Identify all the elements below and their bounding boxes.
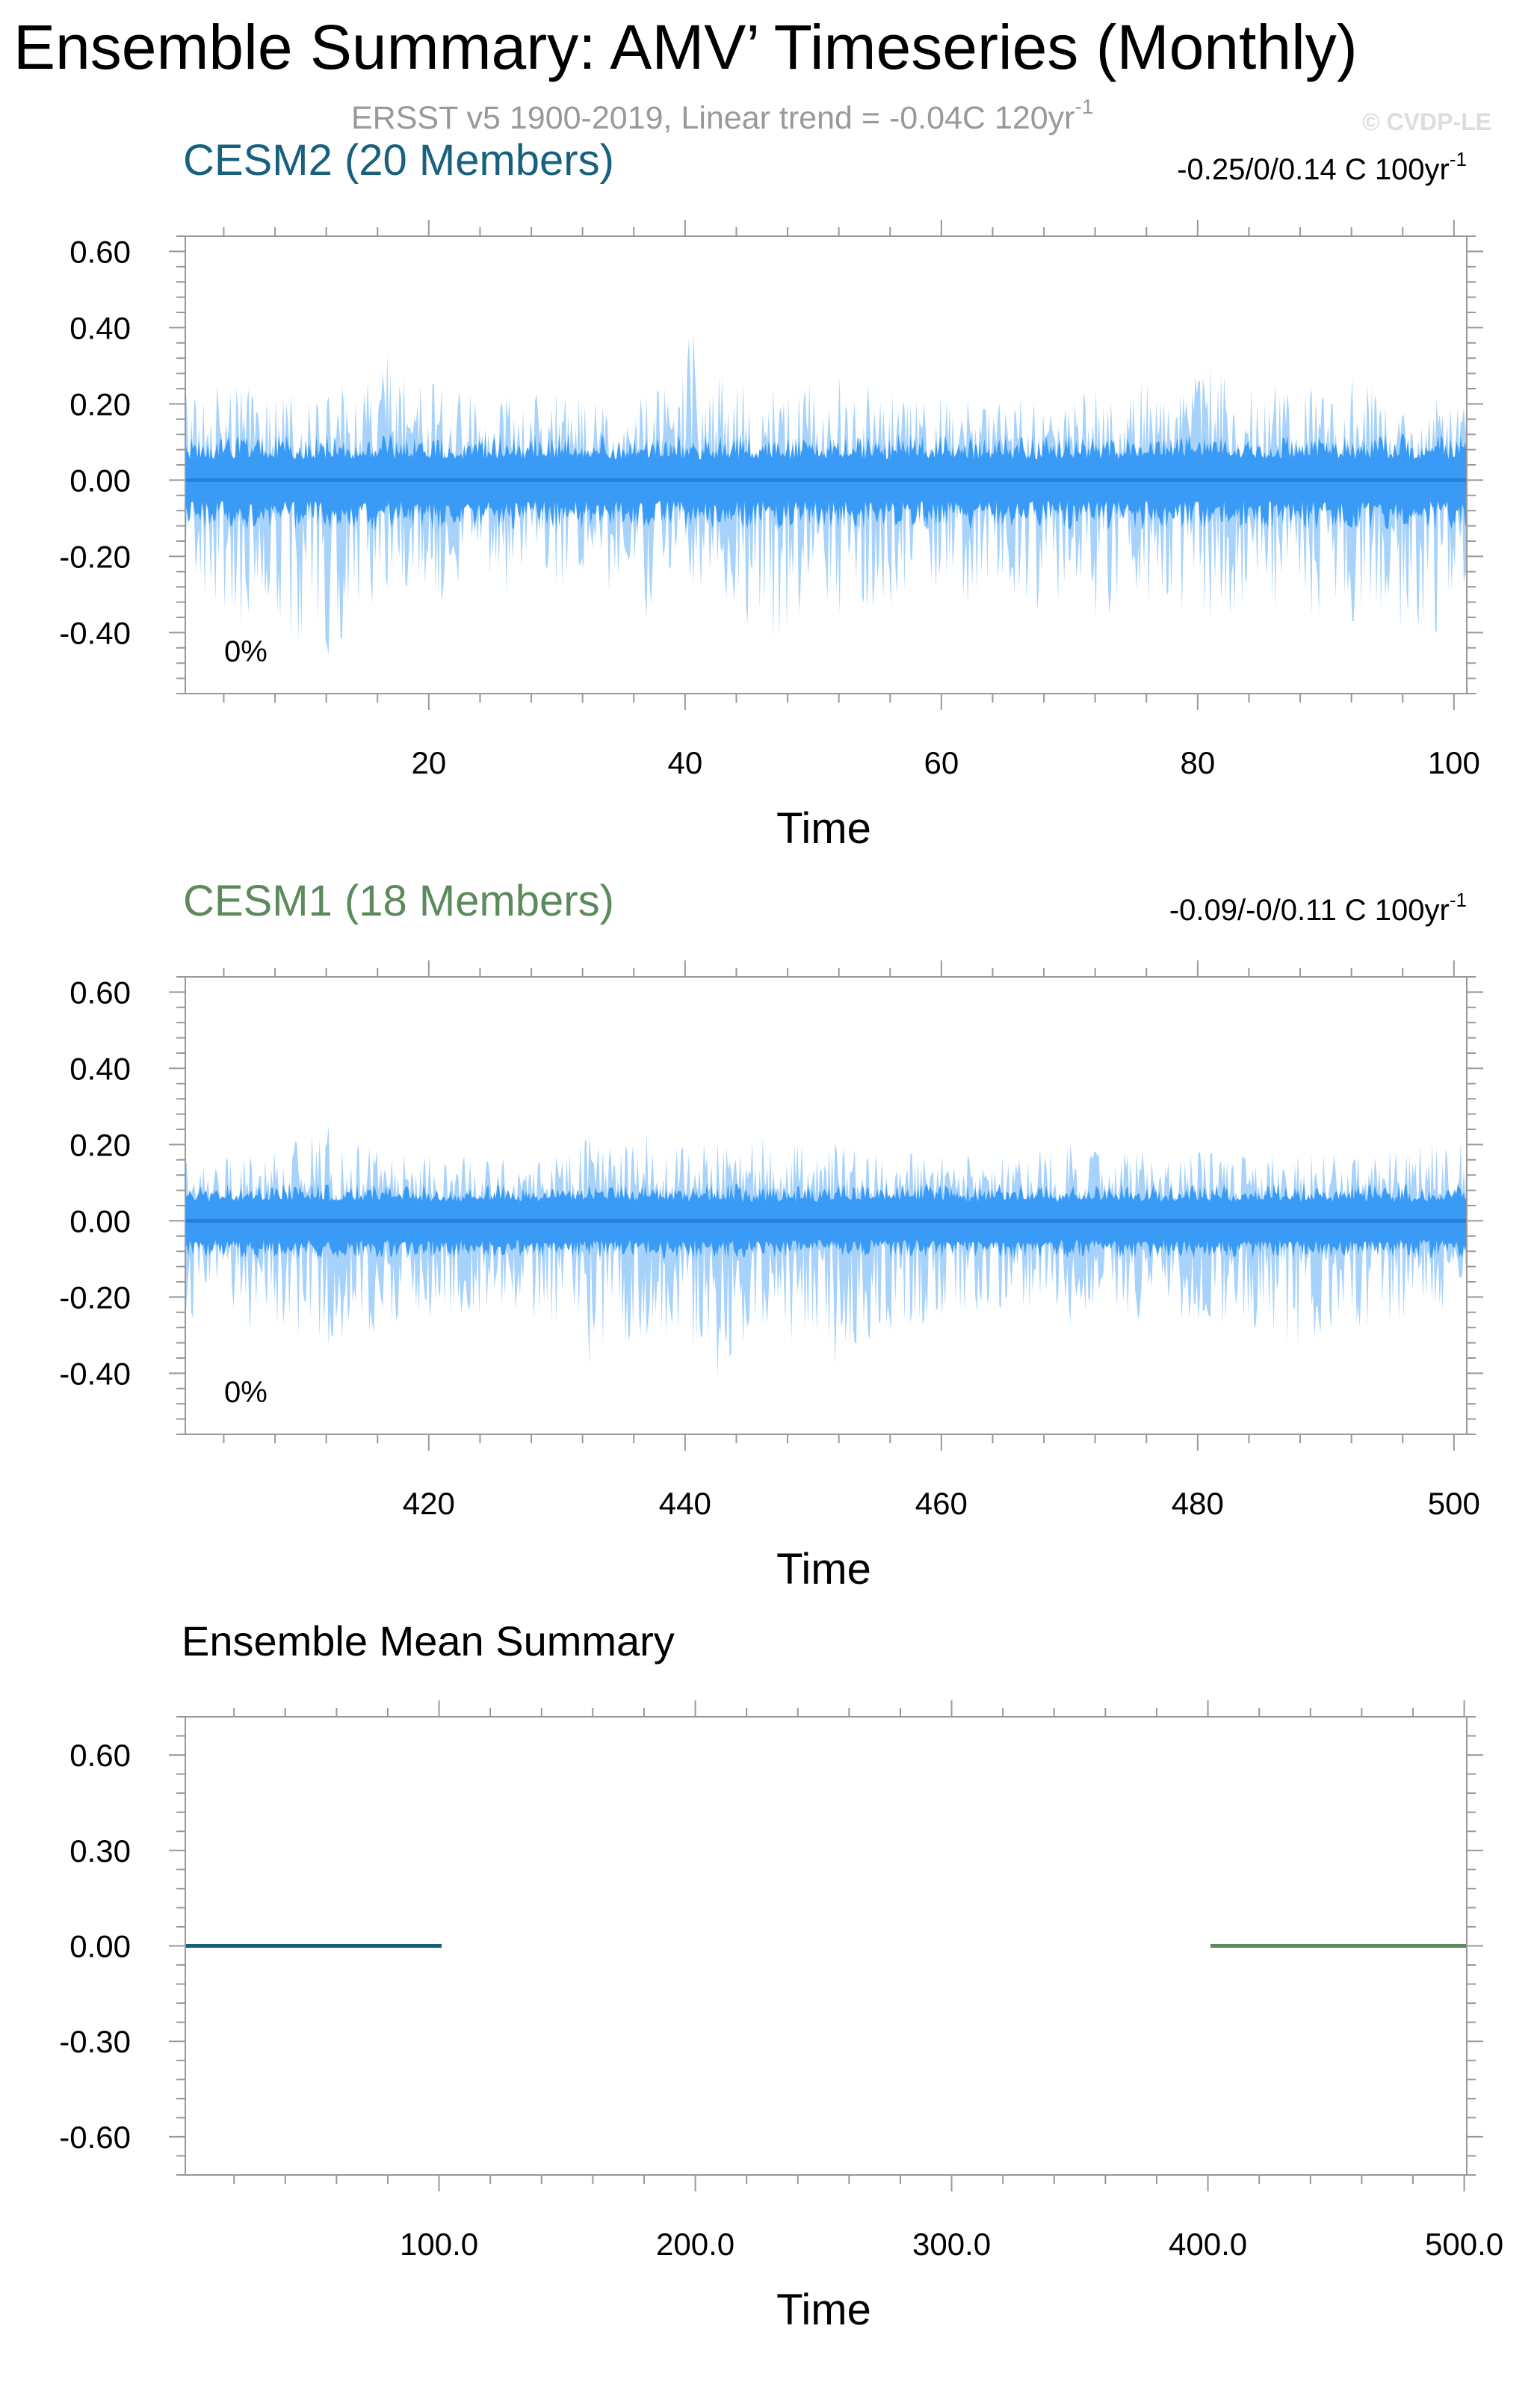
x-axis-label: Time xyxy=(776,2286,871,2334)
x-tick-label: 420 xyxy=(403,1486,455,1521)
x-tick-label: 40 xyxy=(667,745,702,780)
series-inner-band xyxy=(185,433,1467,531)
y-tick-label: -0.40 xyxy=(59,615,131,650)
plot-area xyxy=(185,331,1467,655)
y-tick-label: -0.30 xyxy=(59,2024,131,2059)
y-tick-label: 0.00 xyxy=(69,1203,131,1238)
panel-title: CESM2 (20 Members) xyxy=(183,136,614,185)
x-tick-label: 500 xyxy=(1428,1486,1480,1521)
percent-label: 0% xyxy=(224,635,268,668)
y-tick-label: 0.00 xyxy=(69,463,131,498)
x-tick-label: 440 xyxy=(659,1486,711,1521)
y-tick-label: 0.40 xyxy=(69,1051,131,1086)
x-axis-label: Time xyxy=(776,804,871,853)
x-tick-label: 480 xyxy=(1172,1486,1224,1521)
x-tick-label: 300.0 xyxy=(912,2227,991,2262)
y-tick-label: -0.40 xyxy=(59,1356,131,1391)
y-tick-label: -0.60 xyxy=(59,2120,131,2155)
trend-label: -0.25/0/0.14 C 100yr-1 xyxy=(1177,148,1467,186)
y-tick-label: 0.00 xyxy=(69,1929,131,1964)
y-tick-label: -0.20 xyxy=(59,539,131,574)
x-tick-label: 200.0 xyxy=(656,2227,735,2262)
x-tick-label: 80 xyxy=(1180,745,1215,780)
x-axis-label: Time xyxy=(776,1545,871,1593)
chart-panel-2: CESM1 (18 Members) -0.09/-0/0.11 C 100yr-… xyxy=(59,877,1483,1593)
y-tick-label: 0.40 xyxy=(69,310,131,345)
x-tick-label: 500.0 xyxy=(1425,2227,1503,2262)
chart-panel-1: CESM2 (20 Members) -0.25/0/0.14 C 100yr-1… xyxy=(59,136,1483,853)
plot-area xyxy=(185,1125,1467,1377)
y-tick-label: 0.60 xyxy=(69,975,131,1010)
y-tick-label: 0.60 xyxy=(69,234,131,269)
figure-subtitle: ERSST v5 1900-2019, Linear trend = -0.04… xyxy=(351,95,1093,136)
chart-panel-3: Ensemble Mean Summary -0.60 -0.30 0.00 0.30 0… xyxy=(59,1617,1503,2334)
panel-title: Ensemble Mean Summary xyxy=(182,1617,675,1664)
x-tick-label: 100 xyxy=(1428,745,1480,780)
watermark: © CVDP-LE xyxy=(1362,108,1491,135)
series-envelope-band xyxy=(185,1125,1467,1377)
figure-title: Ensemble Summary: AMV’ Timeseries (Month… xyxy=(13,12,1358,82)
y-tick-label: 0.60 xyxy=(69,1738,131,1773)
chart-panels: CESM2 (20 Members) -0.25/0/0.14 C 100yr-1… xyxy=(59,136,1503,2334)
x-tick-label: 100.0 xyxy=(400,2227,478,2262)
y-tick-label: 0.20 xyxy=(69,386,131,422)
y-tick-label: -0.20 xyxy=(59,1280,131,1315)
x-tick-label: 60 xyxy=(924,745,959,780)
y-tick-label: 0.30 xyxy=(69,1833,131,1869)
x-tick-label: 400.0 xyxy=(1169,2227,1247,2262)
panel-title: CESM1 (18 Members) xyxy=(183,877,614,925)
percent-label: 0% xyxy=(224,1376,268,1409)
y-tick-label: 0.20 xyxy=(69,1127,131,1162)
x-tick-label: 20 xyxy=(411,745,446,780)
trend-label: -0.09/-0/0.11 C 100yr-1 xyxy=(1169,889,1467,927)
x-tick-label: 460 xyxy=(915,1486,968,1521)
